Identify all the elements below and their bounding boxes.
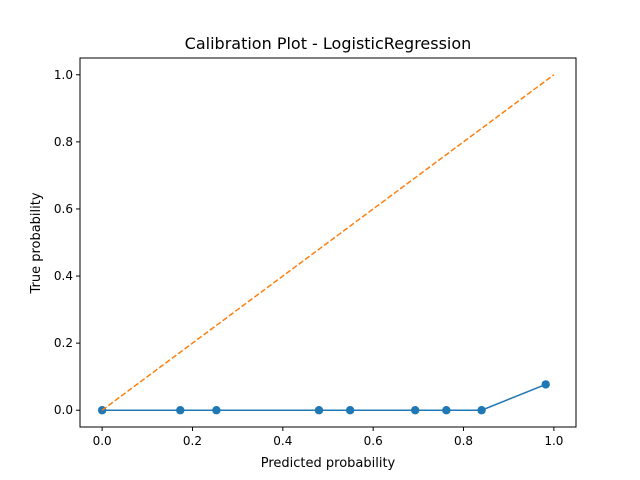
series-point (345, 406, 355, 415)
x-tick-label: 0.0 (93, 434, 112, 448)
y-tick-label: 1.0 (54, 68, 73, 82)
x-tick-label: 0.6 (364, 434, 383, 448)
x-tick-label: 0.8 (454, 434, 473, 448)
y-axis-label: True probability (29, 192, 44, 294)
y-tick-label: 0.6 (54, 202, 73, 216)
y-tick-label: 0.2 (54, 336, 73, 350)
series-point (410, 406, 420, 415)
x-tick-label: 1.0 (544, 434, 563, 448)
y-tick-label: 0.0 (54, 403, 73, 417)
chart-title: Calibration Plot - LogisticRegression (185, 34, 472, 53)
x-axis-label: Predicted probability (261, 456, 396, 471)
axes-ticks: 0.0 0.2 0.4 0.6 0.8 1.0 0.0 0.2 0.4 0.6 0.8 1.0 (54, 68, 564, 448)
plot-area (97, 74, 555, 415)
series-line-1 (101, 74, 555, 411)
x-tick-label: 0.2 (183, 434, 202, 448)
x-tick-label: 0.4 (273, 434, 292, 448)
series-point (314, 406, 324, 415)
y-tick-label: 0.8 (54, 135, 73, 149)
y-tick-label: 0.4 (54, 269, 73, 283)
series-point (541, 380, 550, 389)
series-point (176, 406, 185, 415)
series-point (477, 406, 486, 415)
series-point (212, 406, 221, 415)
series-point (442, 406, 451, 415)
axes-frame (79, 57, 577, 428)
